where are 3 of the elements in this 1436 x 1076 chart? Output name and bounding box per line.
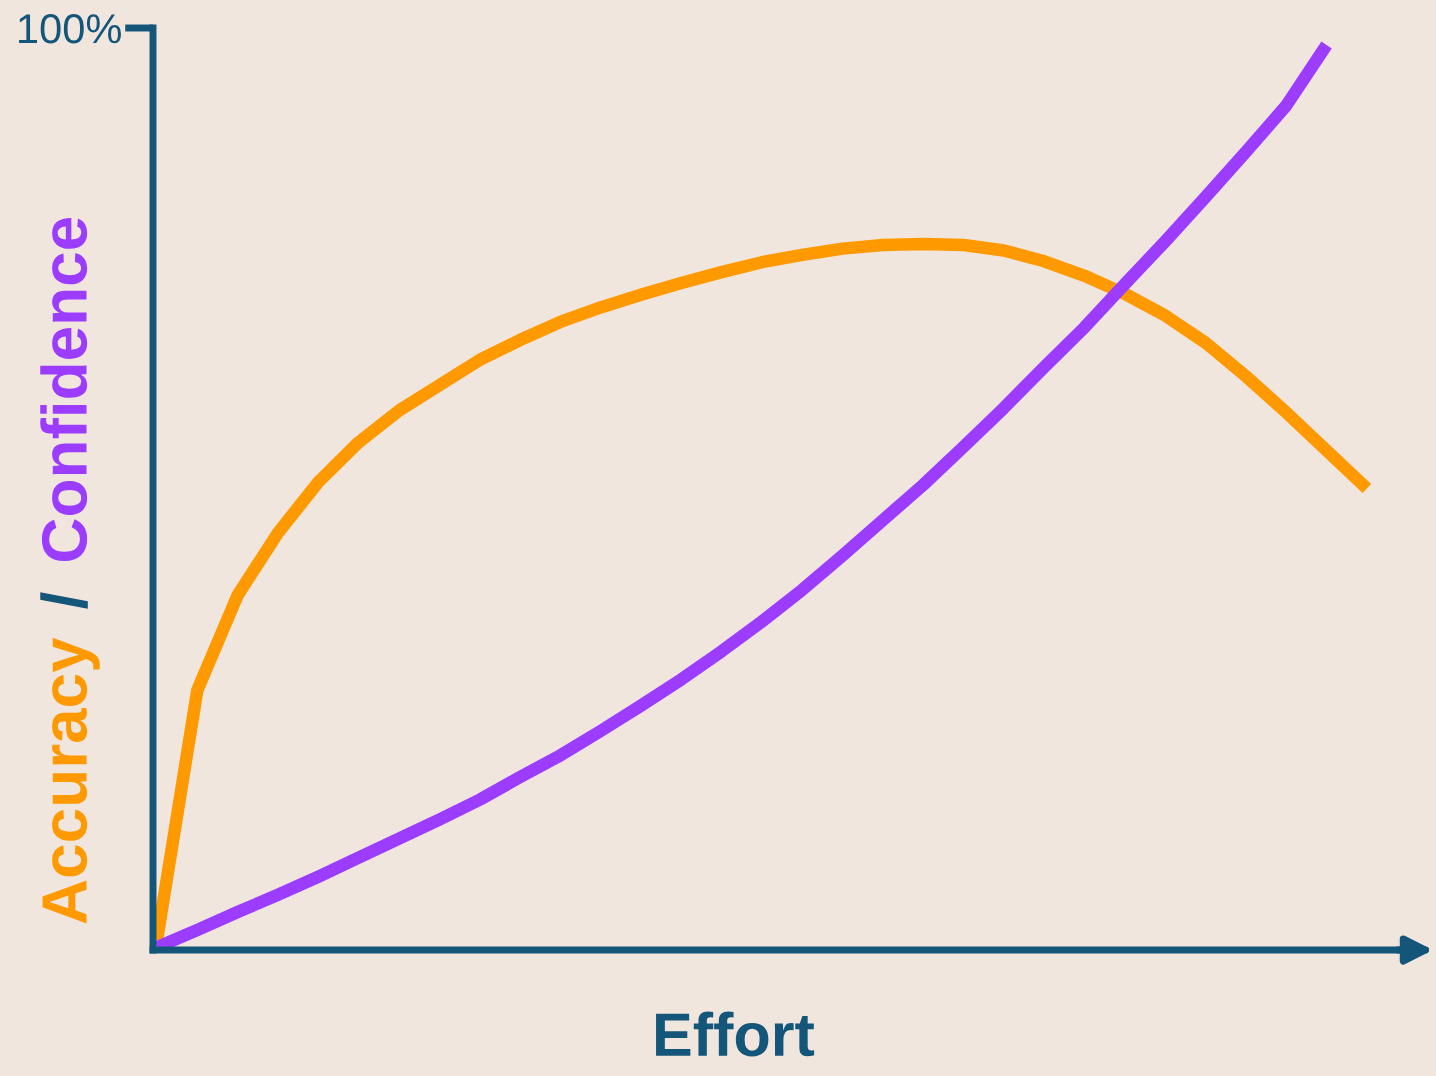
text: 100%	[19, 14, 121, 44]
y-axis-title: Accuracy / Confidence	[40, 217, 100, 924]
x-axis-title: Effort	[656, 1011, 815, 1057]
